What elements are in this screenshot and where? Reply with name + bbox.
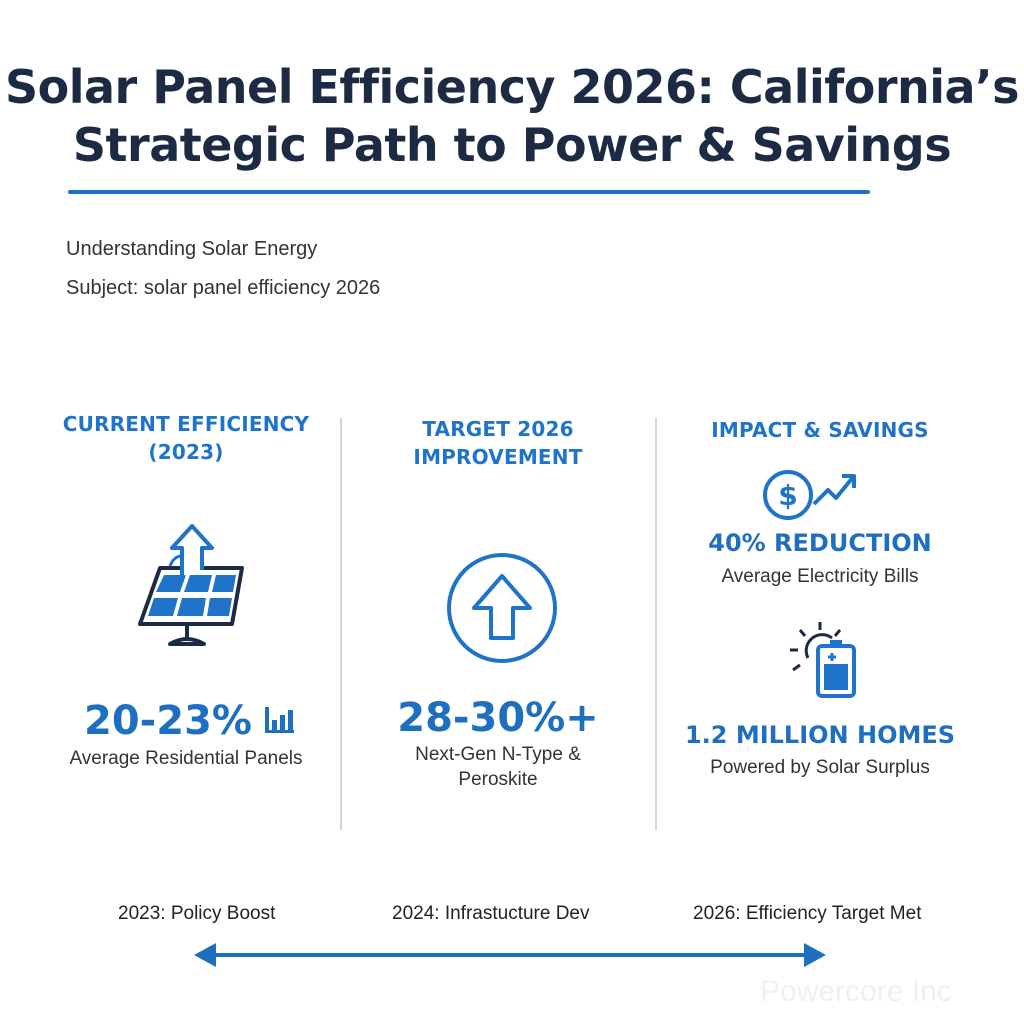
bar-chart-icon	[265, 707, 294, 733]
column-target-2026: TARGET 2026 IMPROVEMENT	[348, 410, 648, 471]
double-arrow-icon	[194, 943, 826, 967]
page-title: Solar Panel Efficiency 2026: California’…	[0, 58, 1024, 174]
column-divider	[655, 418, 657, 830]
intro-subject: Subject: solar panel efficiency 2026	[66, 277, 381, 299]
title-line-1: Solar Panel Efficiency 2026: California’…	[5, 60, 1019, 114]
title-line-2: Strategic Path to Power & Savings	[72, 118, 952, 172]
bill-reduction-value: 40% REDUCTION	[708, 529, 932, 557]
circle-up-arrow-icon	[447, 553, 557, 663]
dollar-trend-icon: $	[763, 470, 856, 520]
title-underline	[68, 190, 870, 194]
target-efficiency-caption: Next-Gen N-Type & Peroskite	[415, 744, 581, 790]
target-efficiency-value: 28-30%+	[397, 695, 599, 741]
column-heading: IMPACT & SAVINGS	[711, 418, 929, 442]
timeline-milestone-2026: 2026: Efficiency Target Met	[693, 903, 922, 924]
current-efficiency-caption: Average Residential Panels	[69, 748, 303, 769]
column-impact-savings: IMPACT & SAVINGS	[670, 410, 970, 444]
column-heading: CURRENT EFFICIENCY (2023)	[62, 412, 310, 464]
timeline-milestone-2024: 2024: Infrastucture Dev	[392, 903, 590, 924]
timeline-milestone-2023: 2023: Policy Boost	[118, 903, 276, 924]
intro-heading: Understanding Solar Energy	[66, 238, 318, 260]
svg-text:$: $	[778, 479, 797, 512]
homes-powered-caption: Powered by Solar Surplus	[710, 757, 930, 778]
current-efficiency-value: 20-23%	[84, 698, 253, 744]
sun-battery-icon	[790, 622, 856, 698]
homes-powered-value: 1.2 MILLION HOMES	[684, 721, 956, 749]
watermark: Powercore Inc	[760, 975, 952, 1008]
bill-reduction-caption: Average Electricity Bills	[721, 566, 919, 587]
column-heading: TARGET 2026 IMPROVEMENT	[413, 417, 583, 469]
column-current-efficiency: CURRENT EFFICIENCY (2023)	[36, 410, 336, 466]
solar-panel-arrow-icon	[138, 524, 244, 646]
column-divider	[340, 418, 342, 830]
